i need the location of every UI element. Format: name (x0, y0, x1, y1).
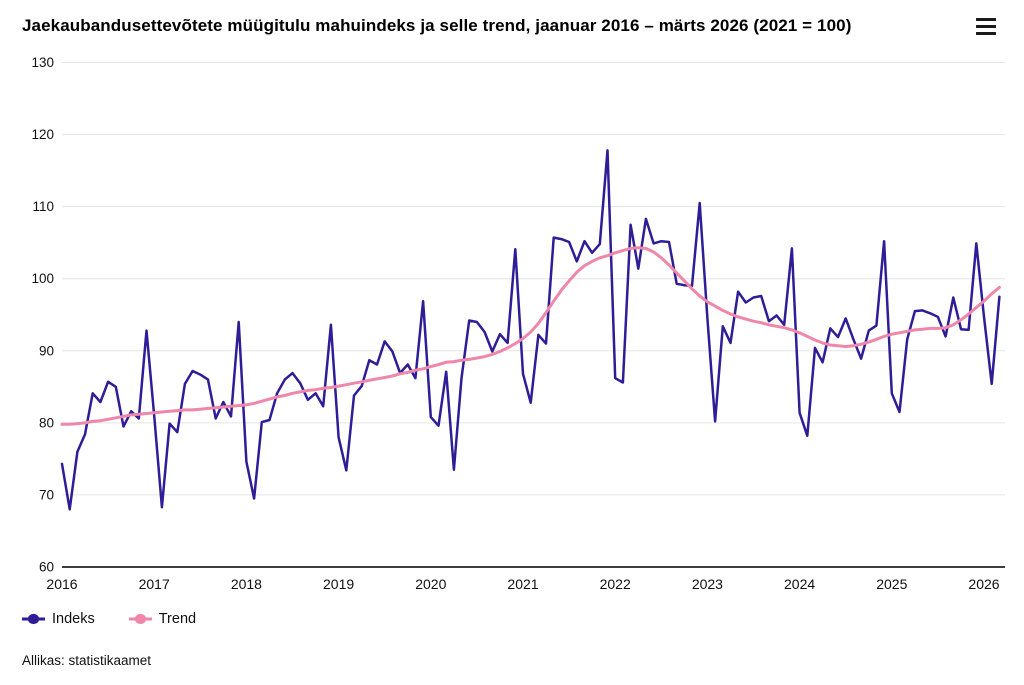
y-axis-tick-label: 130 (31, 55, 54, 70)
menu-bar (976, 31, 996, 35)
y-axis-tick-label: 110 (32, 199, 54, 214)
trend-legend-marker-icon (128, 613, 152, 625)
indeks-line (60, 149, 1001, 511)
x-axis-tick-label: 2021 (507, 576, 538, 592)
x-axis-tick-label: 2025 (876, 576, 907, 592)
y-axis-tick-label: 120 (31, 127, 54, 142)
y-axis-tick-label: 80 (39, 415, 54, 430)
chart-canvas: 60 70 80 90 100 110 120 130 2016 2017 2018 2019 2020… (31, 55, 1005, 592)
legend-item-trend[interactable]: Trend (128, 611, 197, 627)
x-axis-tick-label: 2024 (784, 576, 815, 592)
y-axis-tick-label: 60 (39, 560, 54, 575)
x-axis-tick-label: 2020 (415, 576, 446, 592)
hamburger-menu-icon[interactable] (976, 18, 996, 35)
x-axis-tick-label: 2019 (323, 576, 354, 592)
legend-item-indeks[interactable]: Indeks (22, 611, 95, 627)
x-axis-tick-label: 2022 (600, 576, 631, 592)
x-axis-tick-label: 2023 (692, 576, 723, 592)
legend-label-trend: Trend (158, 611, 197, 627)
menu-bar (976, 18, 996, 22)
chart-legend: Indeks Trend (22, 611, 196, 627)
x-axis-tick-label: 2017 (139, 576, 170, 592)
source-attribution: Allikas: statistikaamet (22, 653, 152, 668)
y-axis-tick-label: 100 (31, 271, 54, 286)
trend-line (60, 246, 1001, 426)
x-axis-tick-label: 2016 (46, 576, 77, 592)
y-axis-tick-label: 70 (39, 487, 54, 502)
x-axis-tick-label: 2018 (231, 576, 262, 592)
x-axis-tick-label: 2026 (968, 576, 999, 592)
y-axis-tick-label: 90 (39, 343, 54, 358)
chart-title: Jaekaubandusettevõtete müügitulu mahuind… (22, 16, 852, 35)
indeks-legend-marker-icon (22, 613, 45, 625)
menu-bar (976, 24, 996, 29)
legend-label-indeks: Indeks (52, 611, 95, 627)
